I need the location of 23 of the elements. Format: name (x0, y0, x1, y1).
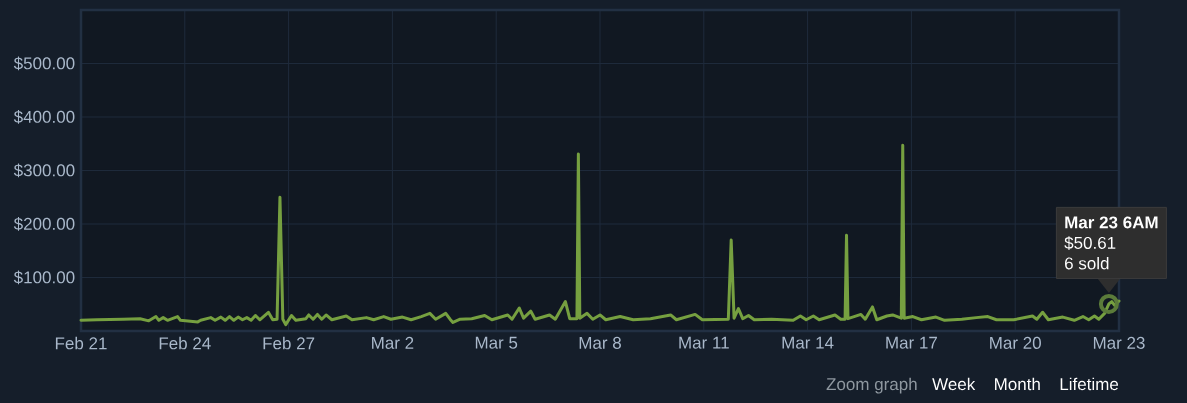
annotation: $50.61 (1064, 236, 1116, 250)
y-tick-label: $200.00 (13, 217, 75, 231)
x-tick-label: Mar 14 (782, 336, 834, 349)
annotation: Mar 23 6AM (1065, 216, 1158, 229)
x-tick-label: Mar 20 (990, 336, 1041, 349)
y-tick-label: $300.00 (13, 163, 75, 178)
text: Lifetime (1060, 377, 1119, 391)
annotation: 6 sold (1065, 256, 1109, 270)
x-tick-label: Mar 23 (1093, 336, 1145, 349)
x-tick-label: Mar 11 (679, 336, 729, 349)
y-tick-label: $500.00 (13, 56, 75, 71)
x-tick-label: Mar 2 (372, 336, 414, 349)
y-tick-label: $100.00 (13, 270, 75, 285)
x-tick-label: Feb 21 (55, 336, 107, 350)
y-tick-label: $400.00 (13, 110, 75, 124)
text: Zoom graph (826, 377, 917, 394)
x-tick-label: Mar 17 (886, 336, 937, 349)
x-tick-label: Feb 27 (263, 336, 315, 350)
text: Week (932, 377, 976, 391)
x-tick-label: Mar 8 (579, 336, 621, 349)
x-tick-label: Feb 24 (159, 336, 211, 350)
x-tick-label: Mar 5 (475, 336, 518, 349)
text: Month (995, 377, 1040, 391)
